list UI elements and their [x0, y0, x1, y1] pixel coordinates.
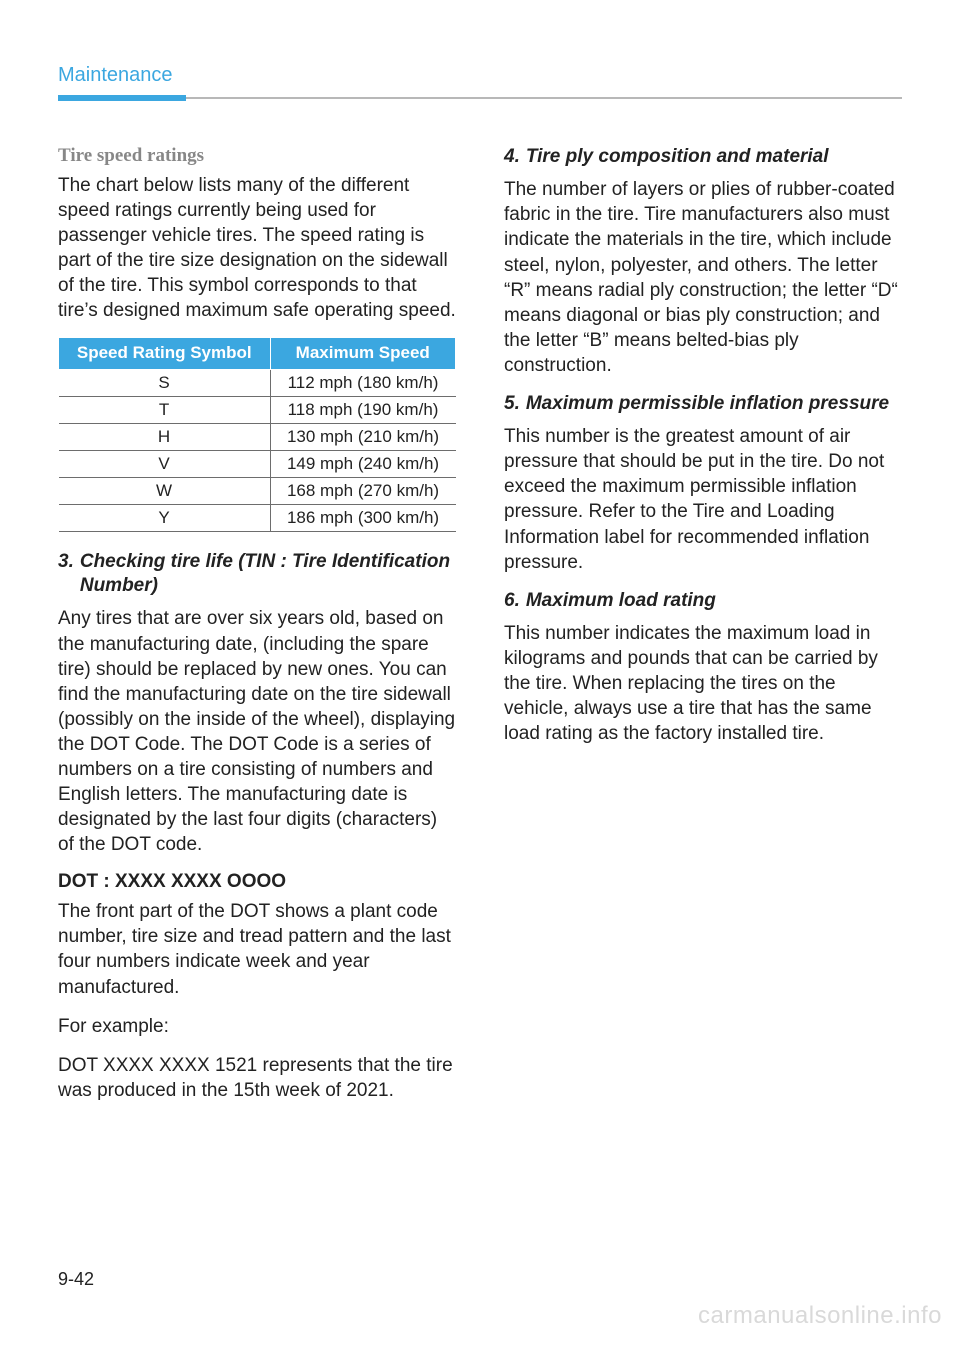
dot-body-1: The front part of the DOT shows a plant …: [58, 899, 456, 999]
item3-heading: 3. Checking tire life (TIN : Tire Identi…: [58, 550, 456, 599]
table-row: V149 mph (240 km/h): [59, 450, 456, 477]
item6-number: 6.: [504, 589, 526, 613]
cell-speed: 130 mph (210 km/h): [270, 423, 455, 450]
cell-speed: 168 mph (270 km/h): [270, 477, 455, 504]
section-header: Maintenance: [58, 64, 902, 87]
speed-rating-table: Speed Rating Symbol Maximum Speed S112 m…: [58, 337, 456, 531]
cell-speed: 149 mph (240 km/h): [270, 450, 455, 477]
tire-speed-heading: Tire speed ratings: [58, 145, 456, 167]
cell-symbol: V: [59, 450, 271, 477]
cell-speed: 118 mph (190 km/h): [270, 396, 455, 423]
right-column: 4. Tire ply composition and material The…: [504, 145, 902, 1117]
item6-body: This number indicates the maximum load i…: [504, 621, 902, 746]
table-row: W168 mph (270 km/h): [59, 477, 456, 504]
header-rule-accent: [58, 95, 186, 101]
table-row: S112 mph (180 km/h): [59, 369, 456, 396]
dot-body-3: DOT XXXX XXXX 1521 represents that the t…: [58, 1053, 456, 1103]
table-row: T118 mph (190 km/h): [59, 396, 456, 423]
cell-symbol: S: [59, 369, 271, 396]
cell-symbol: T: [59, 396, 271, 423]
cell-symbol: W: [59, 477, 271, 504]
cell-symbol: H: [59, 423, 271, 450]
content-columns: Tire speed ratings The chart below lists…: [58, 145, 902, 1117]
page: Maintenance Tire speed ratings The chart…: [0, 0, 960, 1157]
item5-title: Maximum permissible inflation pressure: [526, 392, 902, 416]
header-rule: [58, 95, 902, 101]
dot-body-2: For example:: [58, 1014, 456, 1039]
watermark: carmanualsonline.info: [698, 1302, 942, 1330]
item6-title: Maximum load rating: [526, 589, 902, 613]
item6-heading: 6. Maximum load rating: [504, 589, 902, 613]
item4-title: Tire ply composition and material: [526, 145, 902, 169]
dot-heading: DOT : XXXX XXXX OOOO: [58, 871, 456, 893]
left-column: Tire speed ratings The chart below lists…: [58, 145, 456, 1117]
item5-heading: 5. Maximum permissible inflation pressur…: [504, 392, 902, 416]
item3-title: Checking tire life (TIN : Tire Identific…: [80, 550, 456, 599]
item4-heading: 4. Tire ply composition and material: [504, 145, 902, 169]
item3-body: Any tires that are over six years old, b…: [58, 606, 456, 857]
table-header-speed: Maximum Speed: [270, 338, 455, 369]
table-row: H130 mph (210 km/h): [59, 423, 456, 450]
cell-speed: 186 mph (300 km/h): [270, 504, 455, 531]
item3-number: 3.: [58, 550, 80, 599]
item4-number: 4.: [504, 145, 526, 169]
cell-speed: 112 mph (180 km/h): [270, 369, 455, 396]
cell-symbol: Y: [59, 504, 271, 531]
page-number: 9-42: [58, 1269, 94, 1290]
item4-body: The number of layers or plies of rubber-…: [504, 177, 902, 378]
table-header-symbol: Speed Rating Symbol: [59, 338, 271, 369]
item5-number: 5.: [504, 392, 526, 416]
item5-body: This number is the greatest amount of ai…: [504, 424, 902, 574]
table-row: Y186 mph (300 km/h): [59, 504, 456, 531]
tire-speed-body: The chart below lists many of the differ…: [58, 173, 456, 323]
header-rule-line: [186, 97, 902, 99]
